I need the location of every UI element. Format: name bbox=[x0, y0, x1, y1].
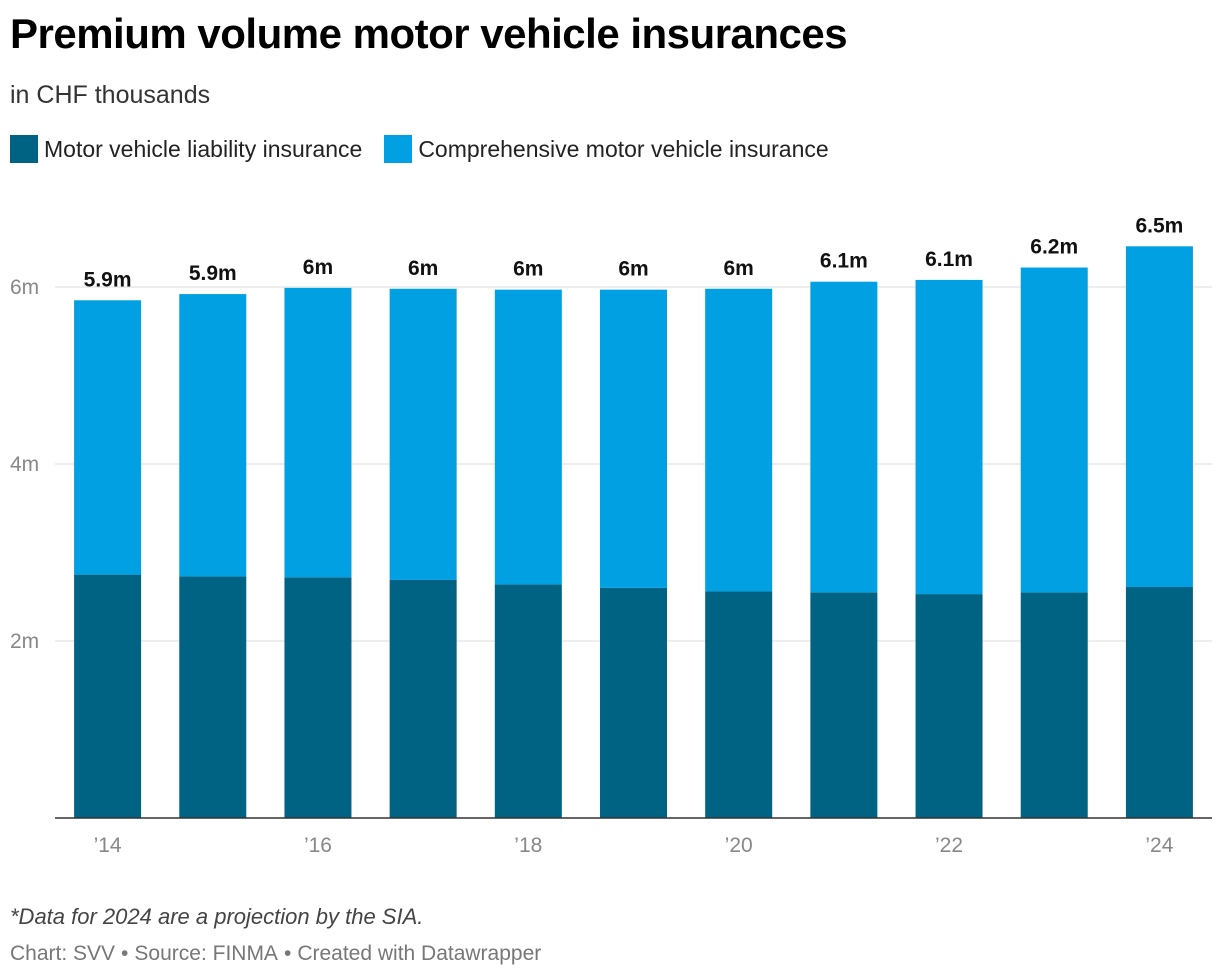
bar-segment-comprehensive bbox=[74, 300, 142, 575]
legend-swatch-liability bbox=[10, 135, 38, 163]
legend-label-comprehensive: Comprehensive motor vehicle insurance bbox=[418, 135, 829, 162]
bar-total-label: 6m bbox=[303, 256, 333, 279]
bar-segment-liability bbox=[705, 591, 773, 818]
chart-credit: Chart: SVV bbox=[10, 942, 116, 965]
footnote: *Data for 2024 are a projection by the S… bbox=[10, 904, 424, 929]
bar-segment-liability bbox=[389, 579, 457, 818]
bar-segment-liability bbox=[74, 574, 142, 818]
bar-segment-comprehensive bbox=[179, 294, 247, 577]
legend-label-liability: Motor vehicle liability insurance bbox=[44, 135, 363, 162]
chart-subtitle: in CHF thousands bbox=[10, 81, 211, 109]
bar-segment-comprehensive bbox=[1125, 246, 1193, 588]
bar-segment-liability bbox=[179, 576, 247, 818]
x-tick-label: ’24 bbox=[1145, 834, 1173, 857]
x-tick-label: ’18 bbox=[514, 834, 542, 857]
legend-item-comprehensive: Comprehensive motor vehicle insurance bbox=[384, 135, 829, 163]
bar-total-label: 5.9m bbox=[189, 262, 237, 285]
bar-total-label: 6.2m bbox=[1030, 236, 1078, 259]
legend-item-liability: Motor vehicle liability insurance bbox=[10, 135, 362, 163]
x-tick-label: ’22 bbox=[935, 834, 963, 857]
credit-separator: • bbox=[121, 942, 129, 965]
chart-title: Premium volume motor vehicle insurances bbox=[10, 10, 848, 57]
bar-segment-comprehensive bbox=[284, 287, 352, 578]
bar-segment-comprehensive bbox=[810, 281, 878, 593]
bar-total-label: 6m bbox=[618, 258, 648, 281]
bar-segment-liability bbox=[915, 594, 983, 818]
bar-total-label: 5.9m bbox=[84, 268, 132, 291]
bar-segment-liability bbox=[600, 587, 667, 818]
credits-line: Chart: SVV • Source: FINMA • Created with Da… bbox=[10, 942, 541, 966]
x-tick-label: ’16 bbox=[304, 834, 332, 857]
legend: Motor vehicle liability insurance Compre… bbox=[10, 135, 851, 163]
bar-segment-comprehensive bbox=[600, 289, 667, 588]
source-credit: Source: FINMA bbox=[134, 942, 278, 965]
bar-segment-comprehensive bbox=[494, 289, 562, 585]
bar-total-label: 6.1m bbox=[820, 250, 868, 273]
bar-segment-liability bbox=[1020, 592, 1088, 818]
y-tick-label: 6m bbox=[10, 276, 39, 299]
bar-total-label: 6m bbox=[724, 257, 754, 280]
bar-segment-liability bbox=[810, 592, 878, 818]
bar-total-label: 6.5m bbox=[1135, 214, 1183, 237]
bar-segment-liability bbox=[1125, 587, 1193, 818]
legend-swatch-comprehensive bbox=[384, 135, 413, 163]
y-tick-label: 2m bbox=[10, 630, 39, 653]
bar-total-label: 6m bbox=[408, 257, 438, 280]
y-tick-label: 4m bbox=[10, 453, 39, 476]
bar-segment-comprehensive bbox=[389, 288, 457, 580]
bar-segment-comprehensive bbox=[1020, 267, 1088, 593]
bar-segment-liability bbox=[284, 577, 352, 818]
bar-segment-comprehensive bbox=[915, 279, 983, 595]
x-tick-label: ’14 bbox=[94, 834, 122, 857]
bar-total-label: 6m bbox=[513, 258, 543, 281]
credit-separator: • bbox=[283, 942, 292, 965]
created-with-credit: Created with Datawrapper bbox=[297, 942, 542, 965]
x-tick-label: ’20 bbox=[725, 834, 753, 857]
stacked-bar-chart: 2m 4m 6m 5.9m 5.9m 6m 6m 6m 6m 6m 6.1m 6.1m 6.2m 6.5m… bbox=[10, 214, 1212, 857]
bar-segment-comprehensive bbox=[705, 288, 773, 592]
bar-segment-liability bbox=[494, 584, 562, 818]
bar-total-label: 6.1m bbox=[925, 248, 973, 271]
